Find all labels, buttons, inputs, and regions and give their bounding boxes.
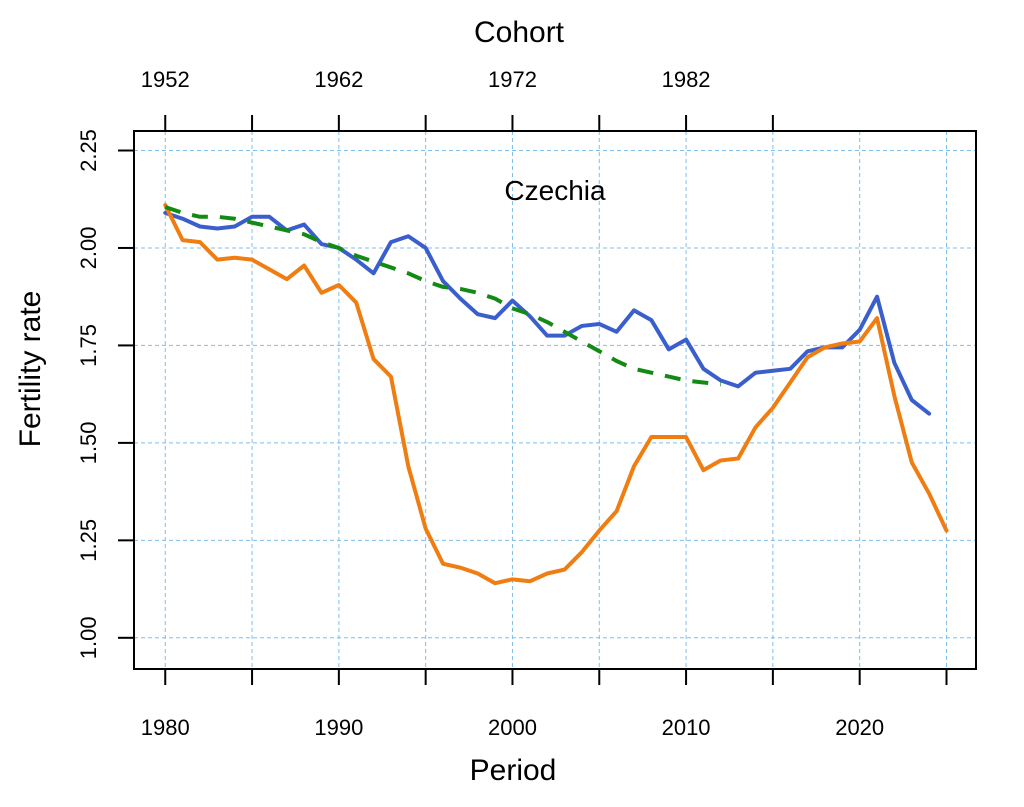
series-line-2	[164, 205, 722, 387]
chart-annotation: Czechia	[504, 175, 606, 206]
x-axis-title: Period	[470, 754, 557, 787]
top-tick-label-3: 1982	[662, 67, 711, 92]
y-tick-label-0: 1.00	[76, 616, 101, 659]
y-tick-label-3: 1.75	[76, 324, 101, 367]
y-tick-label-2: 1.50	[76, 421, 101, 464]
y-tick-label-4: 2.00	[76, 227, 101, 270]
top-tick-label-2: 1972	[488, 67, 537, 92]
bottom-axis: 1980 1990 2000 2010 2020	[141, 669, 948, 740]
y-tick-label-5: 2.25	[76, 129, 101, 172]
plot-frame	[133, 130, 977, 670]
top-tick-label-1: 1962	[314, 67, 363, 92]
x-tick-label-0: 1980	[141, 715, 190, 740]
series-line-1	[163, 203, 949, 586]
series-line-0	[163, 210, 932, 416]
left-axis: 1.00 1.25 1.50 1.75 2.00 2.25	[76, 129, 134, 659]
x-tick-label-4: 2020	[835, 715, 884, 740]
series-layer	[163, 203, 949, 586]
top-axis: 1952 1962 1972 1982	[141, 67, 774, 131]
y-axis-title: Fertility rate	[14, 291, 47, 448]
x-tick-label-1: 1990	[314, 715, 363, 740]
top-axis-title: Cohort	[474, 16, 565, 49]
x-tick-label-3: 2010	[662, 715, 711, 740]
top-tick-label-0: 1952	[141, 67, 190, 92]
x-tick-label-2: 2000	[488, 715, 537, 740]
y-tick-label-1: 1.25	[76, 519, 101, 562]
grid-lines	[134, 131, 976, 669]
